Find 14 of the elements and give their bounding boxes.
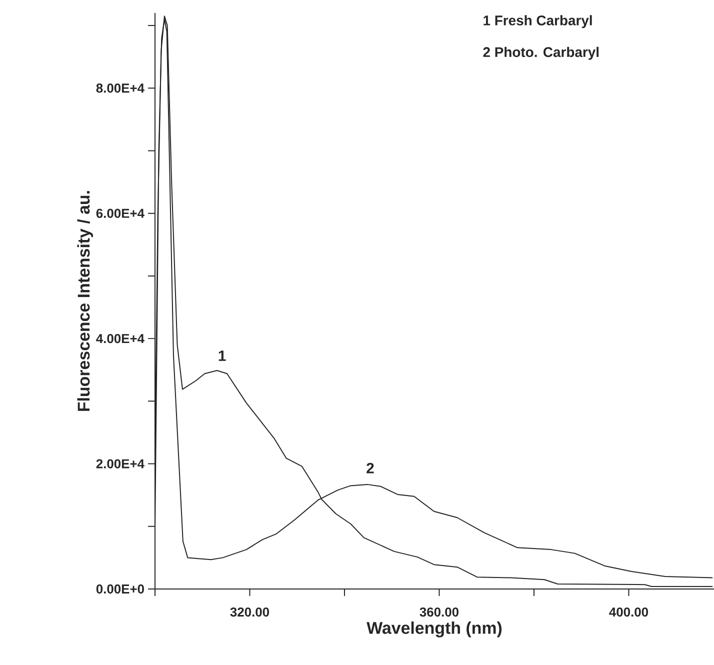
y-tick-label: 2.00E+4 (96, 459, 144, 468)
annotation: 1 Fresh Carbaryl (484, 15, 592, 28)
annotation: 1 (218, 350, 226, 361)
x-tick-label: 320.00 (230, 607, 270, 617)
y-tick-label: 4.00E+4 (96, 334, 144, 344)
x-tick-label: 360.00 (420, 607, 459, 617)
x-axis-title: Wavelength (nm) (366, 622, 502, 638)
x-tick-label: 400.00 (609, 607, 648, 617)
annotation: 2 Photo. Carbaryl (483, 46, 599, 60)
y-tick-label: 6.00E+4 (96, 208, 144, 218)
y-tick-label: 8.00E+4 (96, 84, 144, 93)
y-axis-title: Fluorescence Intensity / au. (77, 191, 94, 411)
annotation: 2 (366, 462, 374, 474)
y-tick-label: 0.00E+0 (96, 584, 144, 594)
